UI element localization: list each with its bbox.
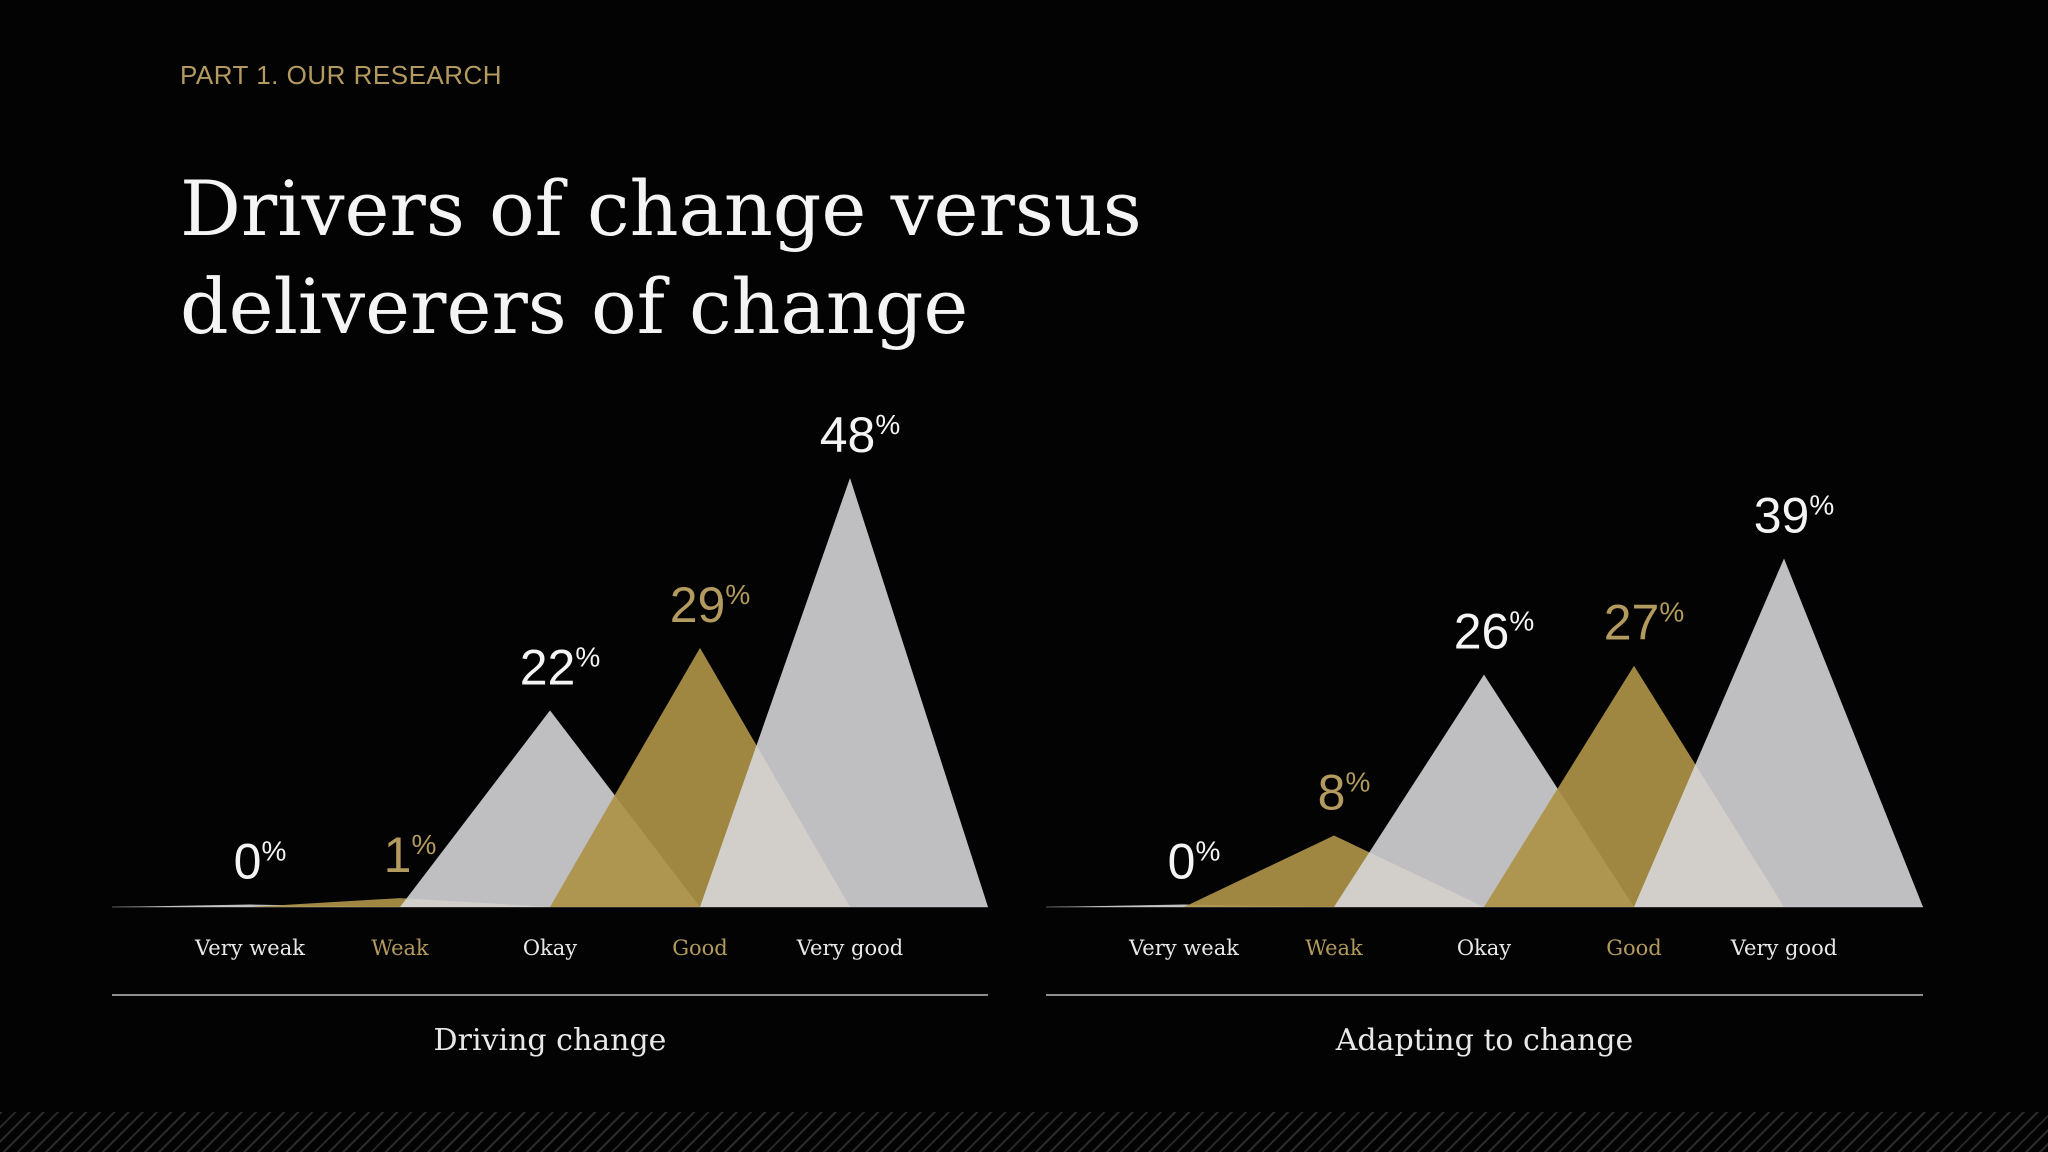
value-unit: % [1809, 489, 1834, 520]
value-unit: % [1345, 767, 1370, 798]
section-eyebrow: PART 1. OUR RESEARCH [180, 60, 503, 90]
value-unit: % [411, 829, 436, 860]
category-label: Very weak [194, 936, 305, 960]
peak-very-good [1634, 558, 1923, 907]
value-number: 29 [670, 577, 726, 633]
page-title: Drivers of change versus deliverers of c… [180, 164, 1142, 351]
value-label: 48% [820, 407, 901, 463]
value-label: 26% [1454, 604, 1535, 660]
value-unit: % [875, 409, 900, 440]
category-label: Weak [1305, 936, 1363, 960]
category-label: Very good [1730, 936, 1837, 960]
category-label: Very good [796, 936, 903, 960]
value-unit: % [1509, 606, 1534, 637]
value-number: 27 [1604, 595, 1660, 651]
value-unit: % [575, 641, 600, 672]
category-label: Okay [523, 936, 577, 960]
value-label: 27% [1604, 595, 1685, 651]
category-label: Weak [371, 936, 429, 960]
value-label: 1% [384, 827, 437, 883]
category-label: Very weak [1128, 936, 1239, 960]
value-unit: % [725, 579, 750, 610]
panel-title: Adapting to change [1335, 1023, 1634, 1058]
value-unit: % [1195, 836, 1220, 867]
value-unit: % [1659, 597, 1684, 628]
value-number: 8 [1318, 765, 1346, 821]
value-label: 22% [520, 639, 601, 695]
peak-very-good [700, 478, 988, 907]
chart-panel-2: 0%8%26% 27%39%Very weak Weak Okay Good Very g… [1046, 487, 1923, 1058]
category-label: Good [1606, 936, 1662, 960]
category-label: Good [672, 936, 728, 960]
value-label: 0% [1168, 834, 1221, 890]
panel-title: Driving change [434, 1023, 667, 1058]
value-number: 1 [384, 827, 412, 883]
value-number: 26 [1454, 604, 1510, 660]
value-label: 29% [670, 577, 751, 633]
value-unit: % [261, 836, 286, 867]
value-number: 0 [1168, 834, 1196, 890]
value-label: 8% [1318, 765, 1371, 821]
value-number: 48 [820, 407, 876, 463]
category-label: Okay [1457, 936, 1511, 960]
value-number: 0 [234, 834, 262, 890]
value-label: 0% [234, 834, 287, 890]
value-label: 39% [1754, 487, 1835, 543]
chart-panel-1: 0% 1%22%29%48%Very weak Weak Okay Good Very g… [112, 407, 988, 1058]
footer-hatch-decoration [0, 1112, 2048, 1152]
value-number: 39 [1754, 487, 1810, 543]
value-number: 22 [520, 639, 576, 695]
